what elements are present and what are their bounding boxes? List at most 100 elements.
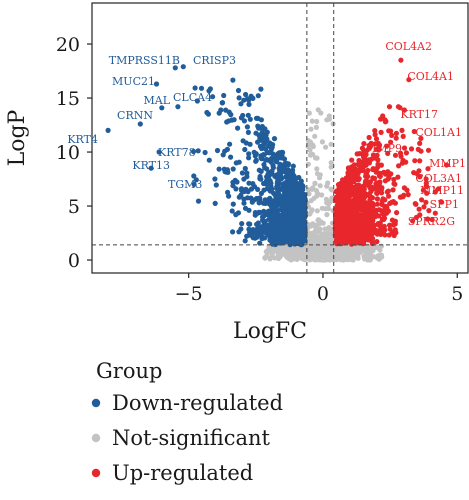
up-point: [346, 217, 352, 223]
down-point: [274, 179, 281, 185]
up-point: [391, 176, 397, 183]
down-point: [256, 167, 262, 173]
ns-point: [347, 254, 353, 260]
ns-point: [325, 205, 332, 212]
down-point: [286, 204, 292, 210]
ns-point: [308, 126, 314, 132]
down-point: [281, 204, 287, 210]
up-point: [384, 210, 390, 216]
gene-label: TMPRSS11B: [109, 54, 180, 67]
up-point: [373, 136, 380, 142]
down-point: [281, 156, 288, 162]
up-point: [396, 163, 402, 169]
down-point: [264, 149, 271, 156]
up-point: [345, 170, 351, 176]
up-point: [354, 182, 360, 188]
down-point: [258, 86, 264, 92]
up-point: [370, 230, 376, 236]
up-point: [388, 128, 394, 134]
legend-label: Up-regulated: [112, 461, 253, 485]
ns-point: [308, 230, 314, 236]
down-point: [248, 93, 254, 99]
up-point: [376, 173, 382, 179]
down-point: [245, 129, 251, 135]
legend: Group Down-regulated Not-significant Up-reg…: [91, 359, 283, 485]
down-point: [262, 157, 269, 163]
up-point: [399, 127, 405, 133]
ns-point: [329, 187, 335, 193]
up-point: [363, 173, 370, 179]
down-point: [238, 101, 244, 107]
up-point: [340, 203, 346, 209]
up-point: [382, 227, 388, 233]
ns-point: [306, 191, 312, 197]
down-point: [282, 184, 289, 190]
down-point: [271, 210, 277, 216]
down-point: [225, 189, 231, 195]
up-point: [353, 229, 359, 235]
down-point: [268, 159, 274, 165]
up-point: [386, 104, 393, 110]
up-point: [336, 211, 342, 217]
ns-point: [294, 251, 300, 257]
up-point: [392, 181, 398, 187]
up-point: [366, 134, 372, 141]
down-point: [266, 180, 272, 186]
ns-point: [312, 180, 318, 186]
ns-point: [307, 152, 314, 158]
ns-point: [267, 256, 273, 262]
up-point: [400, 157, 406, 163]
down-point: [224, 146, 230, 152]
down-point: [219, 100, 226, 106]
up-point: [393, 135, 399, 141]
down-point: [247, 116, 253, 122]
gene-point: [137, 121, 143, 127]
down-point: [260, 217, 266, 223]
up-point: [357, 191, 363, 197]
down-point: [264, 199, 270, 205]
down-point: [261, 141, 267, 147]
up-point: [358, 163, 364, 169]
up-point: [420, 187, 426, 193]
up-point: [353, 172, 359, 178]
down-point: [277, 214, 284, 221]
up-point: [367, 201, 373, 207]
down-point: [266, 173, 272, 179]
up-point: [343, 175, 349, 181]
gene-label: TGM3: [168, 178, 202, 191]
up-point: [366, 157, 372, 163]
ns-point: [263, 249, 269, 255]
up-point: [405, 192, 411, 198]
ns-point: [316, 221, 322, 227]
ns-point: [262, 255, 268, 261]
down-point: [218, 107, 224, 113]
down-point: [275, 184, 281, 190]
down-point: [258, 232, 264, 238]
down-point: [301, 236, 307, 242]
down-point: [230, 166, 236, 172]
down-point: [257, 173, 263, 180]
down-point: [253, 157, 259, 163]
up-point: [425, 166, 431, 172]
up-point: [339, 190, 345, 197]
down-point: [284, 161, 290, 167]
up-point: [416, 206, 422, 212]
ns-point: [328, 141, 334, 147]
x-tick-label: 5: [451, 283, 463, 305]
down-point: [266, 229, 272, 235]
ns-point: [307, 211, 313, 217]
up-point: [385, 150, 391, 156]
down-point: [277, 167, 283, 173]
down-point: [302, 197, 308, 203]
x-axis-title: LogFC: [233, 319, 307, 344]
ns-point: [313, 238, 319, 244]
ns-point: [310, 248, 316, 254]
down-point: [272, 153, 278, 159]
up-point: [382, 178, 388, 184]
down-point: [257, 143, 263, 149]
gene-label: MUC21: [112, 75, 155, 88]
up-point: [348, 185, 354, 191]
up-point: [372, 132, 378, 138]
gene-label: MAL: [143, 94, 170, 107]
gene-label: SPRR2G: [408, 215, 455, 228]
